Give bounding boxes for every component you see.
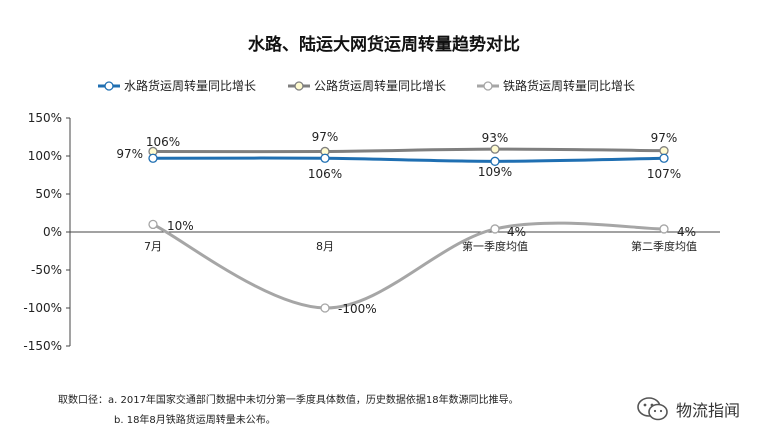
y-tick-label: 100% bbox=[28, 149, 62, 163]
series-point-0 bbox=[148, 153, 158, 163]
y-tick-label: 150% bbox=[28, 111, 62, 125]
data-label-1: 97% bbox=[651, 131, 678, 145]
y-tick-label: -100% bbox=[23, 301, 62, 315]
x-tick-label: 第二季度均值 bbox=[631, 239, 697, 253]
chart-legend: 水路货运周转量同比增长 公路货运周转量同比增长 铁路货运周转量同比增长 bbox=[98, 78, 635, 93]
legend-swatch-marker bbox=[294, 81, 304, 91]
axes: 150% 100% 50% 0% -50% -100% -150% 7月 8月 第一季度均值 第二季… bbox=[23, 111, 720, 353]
series-line-1 bbox=[151, 147, 666, 154]
series-point-1 bbox=[659, 146, 669, 156]
footnote-a: 取数口径：a. 2017年国家交通部门数据中未切分第一季度具体数值，历史数据依据… bbox=[58, 395, 519, 406]
x-tick-label: 8月 bbox=[316, 240, 334, 253]
wechat-icon bbox=[637, 397, 668, 421]
footnote-b: b. 18年8月铁路货运周转量未公布。 bbox=[114, 415, 276, 426]
x-tick-label: 第一季度均值 bbox=[462, 239, 528, 253]
series-point-2 bbox=[148, 219, 158, 230]
y-tick-label: 50% bbox=[35, 187, 62, 201]
series-layer bbox=[148, 144, 669, 313]
legend-label: 水路货运周转量同比增长 bbox=[124, 78, 256, 93]
data-label-2: -100% bbox=[338, 302, 377, 316]
data-label-2: 10% bbox=[167, 219, 194, 233]
data-label-0: 109% bbox=[478, 165, 512, 179]
series-point-0 bbox=[320, 153, 330, 163]
watermark-text: 物流指闻 bbox=[676, 401, 741, 420]
data-label-2: 4% bbox=[677, 225, 696, 239]
y-tick-label: -50% bbox=[31, 263, 62, 277]
series-point-2 bbox=[490, 224, 500, 234]
series-point-2 bbox=[659, 224, 669, 234]
chart-title: 水路、陆运大网货运周转量趋势对比 bbox=[248, 34, 520, 55]
legend-label: 公路货运周转量同比增长 bbox=[314, 78, 446, 93]
watermark: 物流指闻 bbox=[636, 396, 740, 422]
series-point-1 bbox=[490, 144, 500, 154]
legend-label: 铁路货运周转量同比增长 bbox=[503, 78, 635, 93]
y-tick-label: -150% bbox=[23, 339, 62, 353]
data-label-1: 97% bbox=[312, 130, 339, 144]
series-point-0 bbox=[659, 153, 669, 163]
data-label-1: 93% bbox=[482, 131, 509, 145]
data-labels: 97%106% 109% 107%106% 97% 93% 97%10%-100%4% 4% bbox=[116, 130, 696, 316]
data-label-0: 107% bbox=[647, 167, 681, 181]
data-label-0: 106% bbox=[308, 167, 342, 181]
data-label-2: 4% bbox=[507, 225, 526, 239]
data-label-0: 97% bbox=[116, 147, 143, 161]
legend-swatch-marker bbox=[483, 81, 493, 91]
x-tick-label: 7月 bbox=[144, 240, 162, 253]
y-tick-label: 0% bbox=[43, 225, 62, 239]
series-line-2 bbox=[151, 221, 666, 310]
series-point-0 bbox=[490, 156, 500, 166]
series-line-0 bbox=[151, 156, 666, 163]
series-point-2 bbox=[320, 303, 330, 313]
legend-swatch-marker bbox=[104, 81, 114, 91]
data-label-1: 106% bbox=[146, 135, 180, 149]
